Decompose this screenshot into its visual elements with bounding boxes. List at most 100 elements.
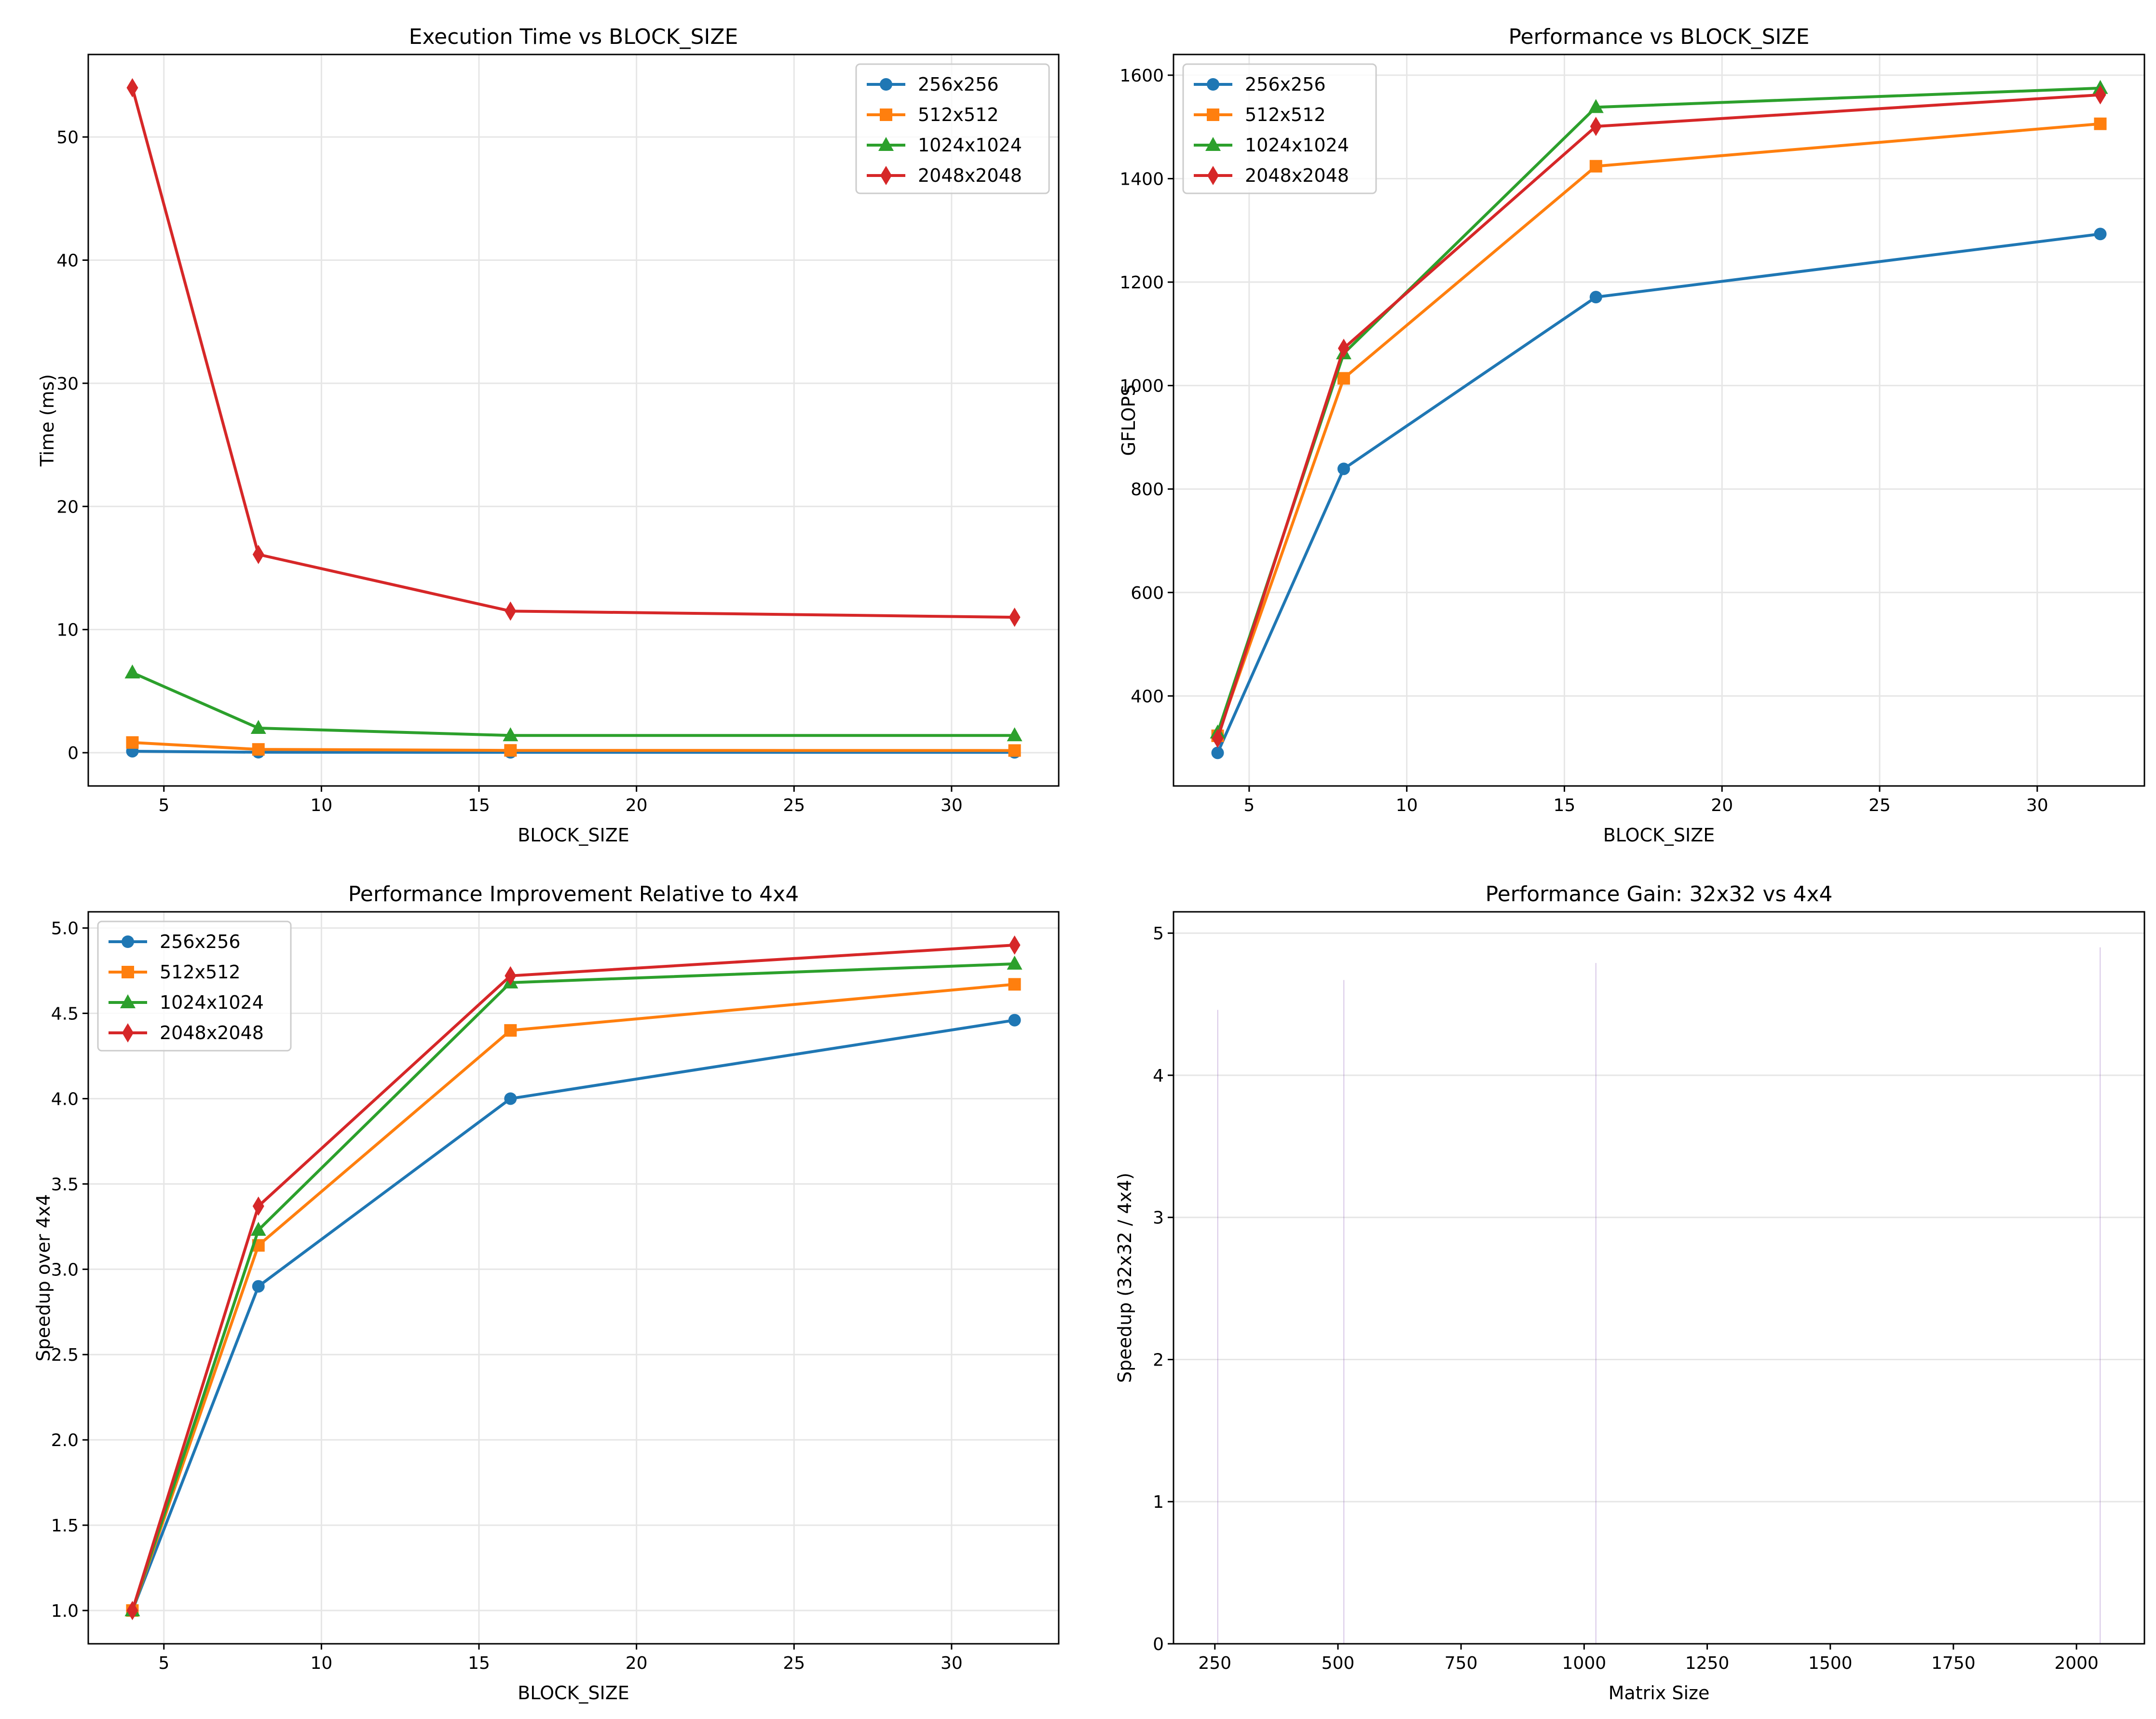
x-tick-label: 2000 <box>2054 1653 2099 1673</box>
series-line-256x256 <box>131 1018 1015 1611</box>
data-point-1024x1024 <box>1588 99 1604 113</box>
y-tick-label: 5.0 <box>51 919 79 939</box>
legend-label: 2048x2048 <box>1245 165 1349 186</box>
legend-marker-circle <box>1207 78 1219 91</box>
legend-item-512x512: 512x512 <box>867 104 999 125</box>
chart-title: Performance Improvement Relative to 4x4 <box>348 882 799 907</box>
y-tick-label: 2.0 <box>51 1431 79 1450</box>
data-point-2048x2048 <box>2094 85 2106 105</box>
legend-marker-diamond <box>1207 166 1219 185</box>
speedup-chart: 5 10 15 20 25 30 1.0 1.5 2.0 2.5 3.0 3.5 4.0 4.5 5.0 Pe… <box>33 882 1060 1704</box>
y-tick-label: 1 <box>1153 1492 1164 1512</box>
legend-item-256x256: 256x256 <box>867 74 999 95</box>
legend-item-2048x2048: 2048x2048 <box>1194 165 1349 186</box>
bar-2048 <box>2100 947 2101 1644</box>
y-tick-label: 400 <box>1131 687 1164 706</box>
legend-item-1024x1024: 1024x1024 <box>109 992 264 1013</box>
chart-title: Performance Gain: 32x32 vs 4x4 <box>1486 882 1833 907</box>
legend-marker-triangle <box>878 137 894 151</box>
x-tick-label: 30 <box>941 796 963 815</box>
x-tick-label: 10 <box>310 796 332 815</box>
y-tick-label: 20 <box>56 497 79 517</box>
legend-label: 2048x2048 <box>160 1022 264 1043</box>
y-tick-label: 3 <box>1153 1208 1164 1228</box>
x-tick-label: 30 <box>941 1653 963 1673</box>
legend-marker-square <box>880 108 892 121</box>
y-tick-label: 1200 <box>1119 273 1164 293</box>
legend: 256x256 512x512 1024x1024 2048x2048 <box>1182 63 1377 194</box>
x-tick-label: 10 <box>310 1653 332 1673</box>
x-axis-label: Matrix Size <box>1609 1682 1710 1704</box>
x-tick-label: 20 <box>626 796 648 815</box>
x-tick-label: 15 <box>468 796 490 815</box>
data-point-512x512 <box>1008 978 1021 991</box>
data-point-2048x2048 <box>1212 729 1224 748</box>
series-line-256x256 <box>1216 232 2101 754</box>
performance-chart: 5 10 15 20 25 30 400 600 800 1000 1200 1400 1600 Perf… <box>1118 25 2145 846</box>
axes-frame <box>87 911 1060 1645</box>
y-tick-label: 4 <box>1153 1066 1164 1086</box>
data-point-512x512 <box>1589 160 1602 173</box>
legend-label: 512x512 <box>918 104 999 125</box>
x-axis-label: BLOCK_SIZE <box>518 825 629 846</box>
data-point-2048x2048 <box>252 1196 264 1216</box>
series-2048x2048 <box>1212 85 2106 748</box>
legend-marker-diamond <box>122 1023 134 1042</box>
data-point-256x256 <box>2094 228 2107 241</box>
y-tick-label: 1.0 <box>51 1601 79 1621</box>
y-axis-label: Speedup (32x32 / 4x4) <box>1114 1173 1135 1383</box>
x-tick-label: 25 <box>783 796 805 815</box>
legend-label: 1024x1024 <box>1245 135 1349 156</box>
y-tick-label: 0 <box>68 744 79 763</box>
data-point-256x256 <box>252 1280 265 1293</box>
data-point-512x512 <box>126 736 139 749</box>
y-tick-label: 4.5 <box>51 1004 79 1024</box>
chart-title: Execution Time vs BLOCK_SIZE <box>409 25 738 49</box>
data-point-2048x2048 <box>126 1601 138 1620</box>
series-line-512x512 <box>1216 122 2101 736</box>
x-tick-label: 5 <box>158 1653 169 1673</box>
y-tick-label: 3.5 <box>51 1175 79 1194</box>
series-line-2048x2048 <box>131 944 1015 1611</box>
data-point-2048x2048 <box>505 966 517 986</box>
data-point-2048x2048 <box>1337 338 1350 358</box>
data-point-1024x1024 <box>124 664 140 679</box>
axes-frame <box>87 54 1060 787</box>
x-tick-label: 500 <box>1322 1653 1355 1673</box>
legend-item-2048x2048: 2048x2048 <box>109 1022 264 1043</box>
data-point-512x512 <box>504 1024 517 1037</box>
legend-marker-circle <box>122 935 134 948</box>
x-tick-label: 1500 <box>1808 1653 1853 1673</box>
legend-item-512x512: 512x512 <box>109 961 241 983</box>
series-line-512x512 <box>132 741 1015 752</box>
x-tick-label: 20 <box>626 1653 648 1673</box>
data-point-2048x2048 <box>126 78 138 97</box>
y-tick-label: 10 <box>56 621 79 640</box>
y-tick-label: 50 <box>56 128 79 148</box>
legend-frame <box>1182 63 1377 194</box>
y-tick-label: 800 <box>1131 480 1164 500</box>
series-line-2048x2048 <box>1216 93 2101 739</box>
x-tick-label: 15 <box>468 1653 490 1673</box>
legend-marker-square <box>122 966 134 978</box>
y-tick-label: 1400 <box>1119 169 1164 189</box>
x-axis-label: BLOCK_SIZE <box>518 1682 629 1704</box>
y-tick-label: 3.0 <box>51 1260 79 1280</box>
chart-title: Performance vs BLOCK_SIZE <box>1509 25 1810 49</box>
y-tick-label: 1.5 <box>51 1516 79 1536</box>
series-512x512 <box>126 736 1021 757</box>
legend-frame <box>97 920 292 1052</box>
data-point-256x256 <box>1589 291 1602 304</box>
series-line-1024x1024 <box>131 962 1015 1611</box>
y-tick-label: 1600 <box>1119 66 1164 86</box>
x-tick-label: 25 <box>783 1653 805 1673</box>
x-tick-label: 1250 <box>1685 1653 1730 1673</box>
data-point-256x256 <box>1008 1014 1021 1027</box>
y-tick-label: 1000 <box>1119 377 1164 396</box>
legend-label: 1024x1024 <box>918 135 1022 156</box>
legend-item-2048x2048: 2048x2048 <box>867 165 1022 186</box>
y-axis-label: Time (ms) <box>37 374 58 467</box>
performance-gain-chart: 250 500 750 1000 1250 1500 1750 2000 0 1 2 3 4 5 Perfo… <box>1114 882 2145 1704</box>
x-tick-label: 20 <box>1711 796 1733 815</box>
